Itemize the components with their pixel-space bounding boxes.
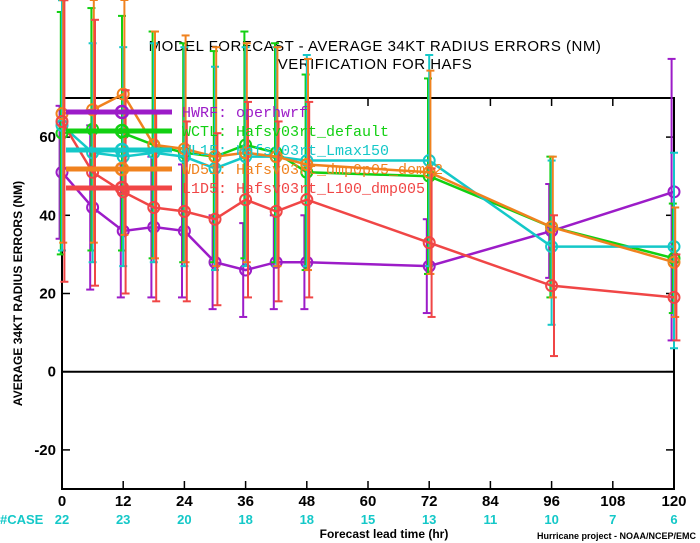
data-point (422, 165, 436, 179)
case-count-value: 23 (116, 512, 130, 527)
data-point (269, 204, 283, 218)
case-count-value: 18 (300, 512, 314, 527)
case-count-value: 11 (484, 512, 498, 527)
x-tick-label: 48 (298, 493, 315, 510)
data-point (667, 290, 681, 304)
x-tick-label: 108 (600, 493, 625, 510)
data-point (55, 114, 69, 128)
data-point (147, 200, 161, 214)
data-point (147, 146, 161, 160)
data-point (300, 193, 314, 207)
x-tick-label: 84 (482, 493, 499, 510)
x-tick-label: 96 (543, 493, 560, 510)
data-point (300, 154, 314, 168)
case-count-value: 10 (544, 512, 558, 527)
data-point (86, 146, 100, 160)
y-tick-label: 40 (39, 207, 56, 224)
series-group (55, 0, 681, 318)
data-point (300, 157, 314, 171)
legend-swatch-marker (114, 104, 130, 120)
data-point (239, 146, 253, 160)
data-point (208, 212, 222, 226)
legend-entry: L1D5: Hafsv03rt_L100_dmp005 (182, 181, 425, 198)
x-tick-label: 120 (661, 493, 686, 510)
legend-swatch-marker (114, 161, 130, 177)
y-tick-label: 60 (39, 129, 56, 146)
x-tick-label: 36 (237, 493, 254, 510)
data-point (545, 220, 559, 234)
x-tick-label: 0 (58, 493, 66, 510)
data-point (667, 255, 681, 269)
data-point (545, 240, 559, 254)
legend-entry: HWRF: operhwrf (182, 105, 308, 122)
case-count-value: 13 (422, 512, 436, 527)
data-point (116, 87, 130, 101)
x-tick-label: 12 (115, 493, 132, 510)
data-point (269, 150, 283, 164)
data-point (177, 204, 191, 218)
case-count-value: 7 (609, 512, 616, 527)
data-point (422, 236, 436, 250)
x-tick-label: 72 (421, 493, 438, 510)
legend-entry: WD51: Hafsv03rt_dmp0p05_dom02 (182, 162, 443, 179)
case-count-value: 18 (238, 512, 252, 527)
case-count-label: #CASE (0, 512, 44, 527)
chart-title: MODEL FORECAST - AVERAGE 34KT RADIUS ERR… (149, 38, 602, 55)
data-point (545, 279, 559, 293)
y-tick-label: 20 (39, 286, 56, 303)
case-count-value: 15 (361, 512, 375, 527)
data-point (208, 150, 222, 164)
legend-swatch-marker (114, 123, 130, 139)
data-point (667, 240, 681, 254)
data-point (239, 193, 253, 207)
data-point (177, 150, 191, 164)
x-axis-label: Forecast lead time (hr) (320, 527, 449, 541)
credit-text: Hurricane project - NOAA/NCEP/EMC (537, 531, 697, 541)
case-count-value: 20 (177, 512, 191, 527)
legend-entry: WL15: Hafsv03rt_Lmax150 (182, 143, 389, 160)
data-point (239, 150, 253, 164)
y-axis-label: AVERAGE 34KT RADIUS ERRORS (NM) (11, 181, 25, 406)
case-count-value: 22 (55, 512, 69, 527)
legend-swatch-marker (114, 142, 130, 158)
chart-subtitle: VERIFICATION FOR HAFS (278, 56, 472, 73)
y-tick-label: -20 (34, 442, 56, 459)
case-count-value: 6 (670, 512, 677, 527)
legend-entry: WCTL: Hafsv03rt_default (182, 124, 389, 141)
x-tick-label: 60 (360, 493, 377, 510)
y-tick-label: 0 (48, 364, 56, 381)
data-point (177, 142, 191, 156)
x-tick-label: 24 (176, 493, 193, 510)
legend-swatch-marker (114, 180, 130, 196)
